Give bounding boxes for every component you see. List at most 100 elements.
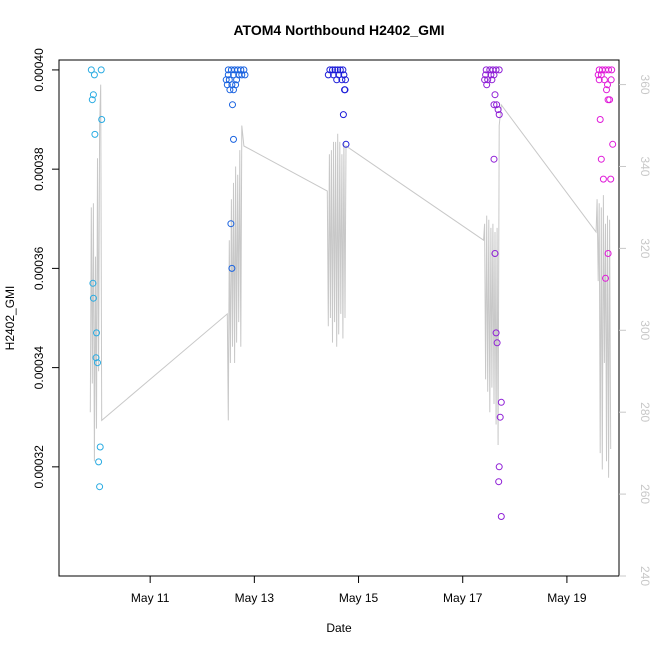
- data-point: [493, 339, 501, 347]
- x-tick-label: May 13: [235, 591, 275, 605]
- data-point: [230, 135, 237, 143]
- secondary-line-layer: [89, 84, 612, 478]
- chart-title: ATOM4 Northbound H2402_GMI: [233, 22, 444, 38]
- data-point: [496, 413, 504, 421]
- y2-tick-label: 340: [638, 156, 650, 176]
- data-point: [98, 116, 106, 123]
- data-point: [222, 76, 230, 84]
- data-point: [495, 478, 503, 486]
- y2-tick-label: 260: [638, 484, 650, 504]
- data-point: [497, 513, 505, 520]
- y2-tick-label: 240: [638, 566, 650, 586]
- data-point: [607, 76, 615, 84]
- data-point: [93, 329, 100, 337]
- data-point: [490, 155, 498, 163]
- data-point: [95, 458, 103, 466]
- secondary-series-line: [89, 84, 612, 478]
- data-point: [339, 66, 347, 74]
- y-tick-label: 0.00032: [32, 445, 46, 489]
- y2-tick-label: 360: [638, 75, 650, 95]
- y2-tick-label: 320: [638, 238, 650, 258]
- data-point: [497, 398, 505, 406]
- data-point: [491, 250, 499, 257]
- data-point: [228, 264, 236, 272]
- data-point: [89, 91, 97, 99]
- data-point: [608, 66, 616, 74]
- data-point: [91, 130, 99, 138]
- data-point: [229, 101, 236, 109]
- data-point: [600, 76, 608, 84]
- data-point: [227, 220, 235, 228]
- data-point: [595, 76, 603, 84]
- data-point: [604, 250, 612, 257]
- data-point: [606, 96, 614, 104]
- data-point: [482, 66, 490, 74]
- data-point: [324, 71, 332, 79]
- data-point: [238, 71, 246, 79]
- data-point: [334, 66, 342, 74]
- data-points-layer: [87, 66, 617, 520]
- data-point: [341, 86, 349, 94]
- data-point: [338, 76, 346, 84]
- data-point: [333, 76, 341, 84]
- x-tick-label: May 19: [547, 591, 587, 605]
- data-point: [604, 81, 611, 89]
- y-axis-right: 240 260 280 300 320 340 360: [619, 75, 650, 586]
- data-point: [97, 66, 105, 74]
- data-point: [326, 66, 334, 74]
- data-point: [89, 294, 97, 302]
- data-point: [495, 463, 503, 471]
- data-point: [605, 66, 613, 74]
- data-point: [483, 81, 491, 89]
- data-point: [495, 66, 503, 74]
- data-point: [339, 111, 347, 119]
- data-point: [488, 76, 496, 84]
- x-axis: May 11 May 13 May 15 May 17 May 19: [131, 576, 587, 605]
- data-point: [487, 71, 495, 79]
- data-point: [89, 279, 97, 287]
- data-point: [597, 155, 605, 163]
- data-point: [490, 101, 498, 109]
- data-point: [596, 116, 604, 123]
- data-point: [603, 86, 610, 94]
- x-axis-label: Date: [326, 621, 352, 635]
- data-point: [96, 483, 104, 491]
- data-point: [330, 71, 337, 79]
- data-point: [492, 329, 500, 337]
- data-point: [96, 443, 104, 451]
- data-point: [226, 86, 234, 94]
- data-point: [484, 76, 492, 84]
- data-point: [491, 91, 499, 99]
- x-tick-label: May 15: [339, 591, 379, 605]
- y-tick-label: 0.00036: [32, 246, 46, 290]
- data-point: [495, 111, 503, 119]
- data-point: [493, 101, 501, 109]
- data-point: [94, 359, 101, 367]
- y2-tick-label: 300: [638, 320, 650, 340]
- data-point: [602, 274, 609, 282]
- data-point: [87, 66, 95, 74]
- data-point: [594, 71, 602, 79]
- y-axis-label: H2402_GMI: [3, 286, 17, 351]
- data-point: [331, 66, 339, 74]
- data-point: [342, 140, 350, 148]
- data-point: [233, 76, 241, 84]
- data-point: [329, 66, 336, 74]
- data-point: [336, 66, 344, 74]
- data-point: [90, 71, 98, 79]
- y-tick-label: 0.00040: [32, 48, 46, 92]
- data-point: [494, 106, 502, 114]
- plot-frame: [58, 59, 620, 577]
- data-point: [599, 175, 607, 183]
- data-point: [88, 96, 96, 104]
- data-point: [607, 175, 615, 183]
- y2-tick-label: 280: [638, 402, 650, 422]
- y-tick-label: 0.00034: [32, 346, 46, 390]
- data-point: [342, 76, 349, 84]
- data-point: [230, 71, 237, 79]
- x-tick-label: May 11: [131, 591, 170, 605]
- data-point: [609, 140, 617, 148]
- data-point: [92, 354, 100, 362]
- x-tick-label: May 17: [443, 591, 483, 605]
- data-point: [230, 86, 237, 94]
